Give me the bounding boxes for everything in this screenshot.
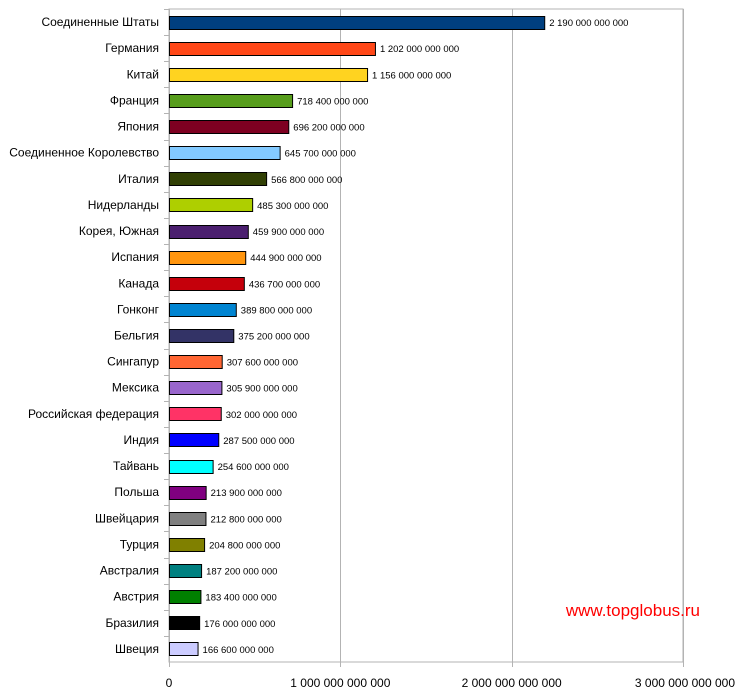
data-label: 176 000 000 000 bbox=[204, 619, 275, 630]
bar bbox=[169, 642, 199, 656]
bar bbox=[169, 512, 207, 526]
data-label: 566 800 000 000 bbox=[271, 175, 342, 186]
category-label: Япония bbox=[117, 120, 159, 134]
data-label: 305 900 000 000 bbox=[226, 384, 297, 395]
bar bbox=[169, 486, 207, 500]
data-label: 204 800 000 000 bbox=[209, 540, 280, 551]
category-label: Швейцария bbox=[95, 511, 159, 525]
category-label: Мексика bbox=[112, 381, 159, 395]
bar bbox=[169, 407, 222, 421]
data-label: 645 700 000 000 bbox=[285, 149, 356, 160]
category-label: Польша bbox=[114, 485, 159, 499]
category-label: Испания bbox=[111, 250, 159, 264]
bar bbox=[169, 355, 223, 369]
bar bbox=[169, 538, 206, 552]
x-tick-label: 2 000 000 000 000 bbox=[462, 676, 562, 690]
bar bbox=[169, 42, 376, 56]
category-label: Соединенное Королевство bbox=[9, 146, 159, 160]
bar bbox=[169, 16, 546, 30]
data-label: 254 600 000 000 bbox=[218, 462, 289, 473]
category-label: Канада bbox=[118, 276, 159, 290]
x-tick-label: 0 bbox=[166, 676, 173, 690]
category-label: Китай bbox=[127, 67, 159, 81]
watermark-text: www.topglobus.ru bbox=[565, 601, 700, 620]
bar bbox=[169, 198, 254, 212]
data-label: 444 900 000 000 bbox=[250, 253, 321, 264]
data-label: 718 400 000 000 bbox=[297, 96, 368, 107]
bar bbox=[169, 616, 201, 630]
category-label: Соединенные Штаты bbox=[41, 15, 159, 29]
category-label: Нидерланды bbox=[88, 198, 159, 212]
category-label: Австрия bbox=[113, 590, 159, 604]
data-label: 1 156 000 000 000 bbox=[372, 70, 451, 81]
x-tick-label: 1 000 000 000 000 bbox=[290, 676, 390, 690]
category-label: Германия bbox=[105, 41, 159, 55]
bar bbox=[169, 120, 290, 134]
data-label: 1 202 000 000 000 bbox=[380, 44, 459, 55]
bar bbox=[169, 303, 237, 317]
category-label: Бельгия bbox=[114, 329, 159, 343]
data-label: 375 200 000 000 bbox=[238, 332, 309, 343]
bar bbox=[169, 329, 235, 343]
category-label: Франция bbox=[110, 93, 159, 107]
category-label: Гонконг bbox=[117, 302, 160, 316]
bar bbox=[169, 381, 223, 395]
data-label: 459 900 000 000 bbox=[253, 227, 324, 238]
data-label: 696 200 000 000 bbox=[293, 123, 364, 134]
category-label: Австралия bbox=[100, 564, 159, 578]
bar bbox=[169, 94, 294, 108]
data-label: 302 000 000 000 bbox=[226, 410, 297, 421]
data-label: 183 400 000 000 bbox=[205, 593, 276, 604]
category-label: Швеция bbox=[115, 642, 159, 656]
bar bbox=[169, 251, 247, 265]
data-label: 2 190 000 000 000 bbox=[549, 18, 628, 29]
bar bbox=[169, 146, 281, 160]
category-label: Корея, Южная bbox=[79, 224, 159, 238]
data-label: 212 800 000 000 bbox=[210, 514, 281, 525]
bar bbox=[169, 460, 214, 474]
category-label: Италия bbox=[118, 172, 159, 186]
bar bbox=[169, 277, 245, 291]
data-label: 389 800 000 000 bbox=[241, 305, 312, 316]
category-label: Бразилия bbox=[106, 616, 160, 630]
data-label: 213 900 000 000 bbox=[211, 488, 282, 499]
category-label: Тайвань bbox=[113, 459, 159, 473]
bar bbox=[169, 225, 249, 239]
x-tick-label: 3 000 000 000 000 bbox=[635, 676, 735, 690]
bar bbox=[169, 68, 369, 82]
category-label: Сингапур bbox=[107, 355, 159, 369]
data-label: 485 300 000 000 bbox=[257, 201, 328, 212]
bar bbox=[169, 564, 203, 578]
bar bbox=[169, 433, 220, 447]
bar bbox=[169, 590, 202, 604]
bar bbox=[169, 172, 268, 186]
data-label: 307 600 000 000 bbox=[227, 358, 298, 369]
category-label: Российская федерация bbox=[28, 407, 159, 421]
data-label: 187 200 000 000 bbox=[206, 567, 277, 578]
data-label: 166 600 000 000 bbox=[203, 645, 274, 656]
category-label: Индия bbox=[124, 433, 159, 447]
data-label: 287 500 000 000 bbox=[223, 436, 294, 447]
category-label: Турция bbox=[120, 537, 159, 551]
data-label: 436 700 000 000 bbox=[249, 279, 320, 290]
